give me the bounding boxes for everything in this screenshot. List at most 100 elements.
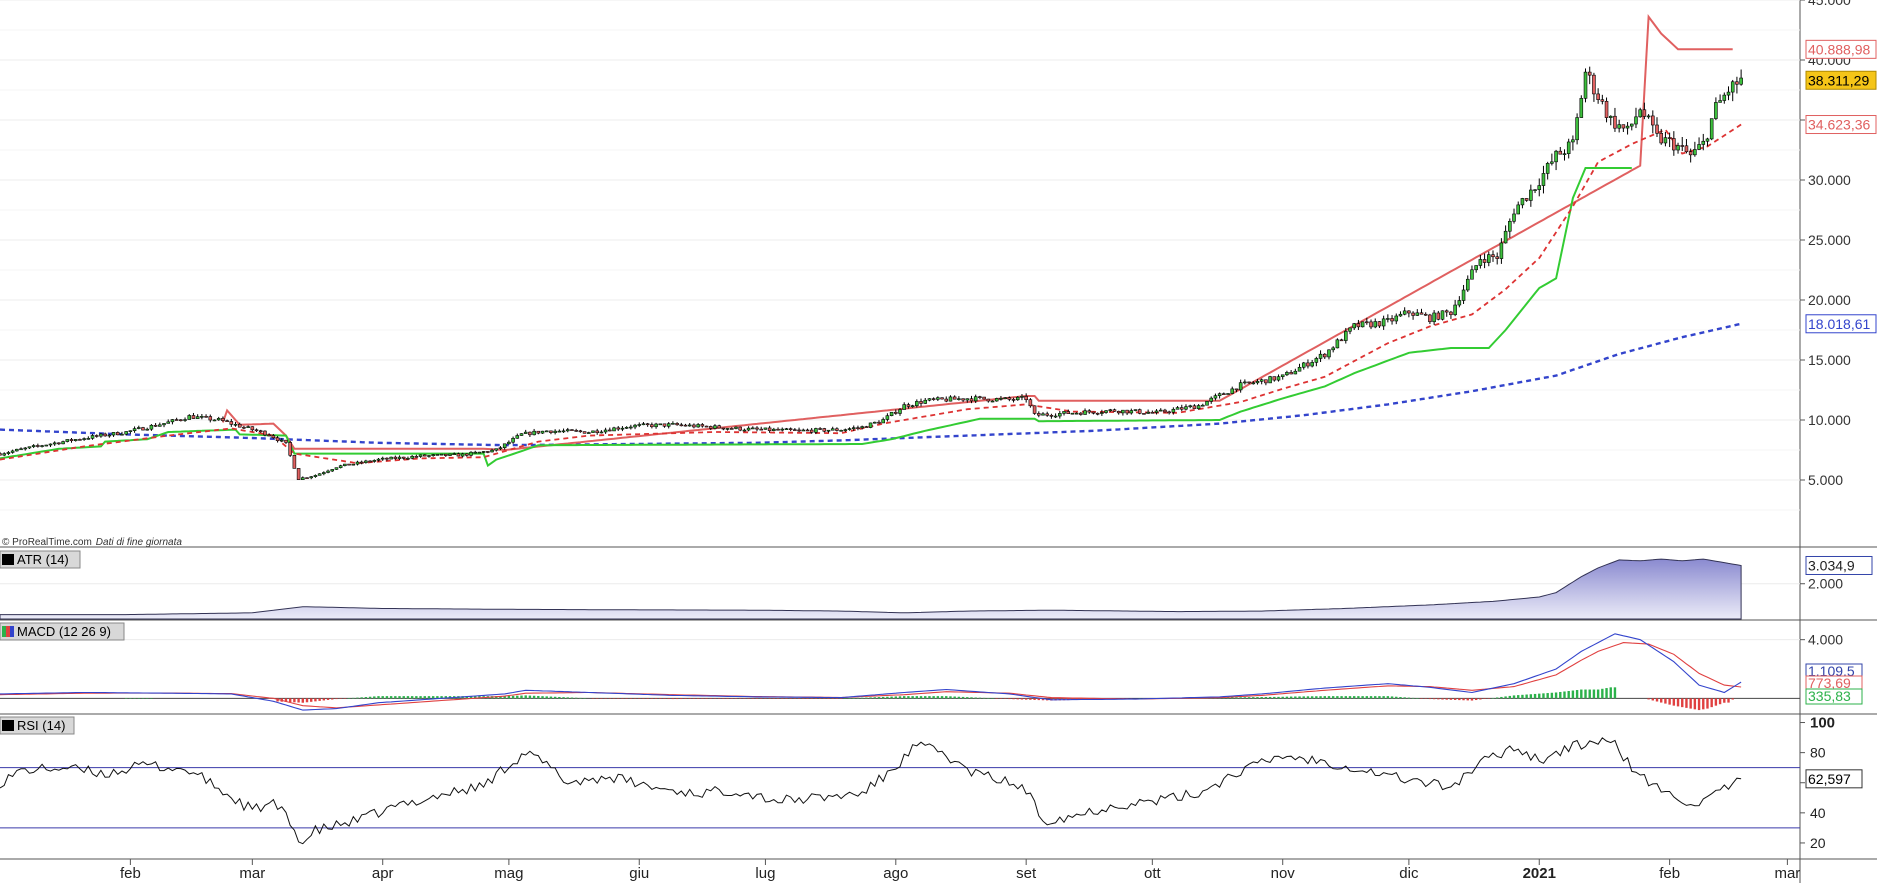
candle-down	[940, 397, 944, 400]
candle-up	[195, 416, 200, 419]
candle-up	[1154, 410, 1159, 413]
macd-histogram-bar	[991, 698, 994, 699]
macd-histogram-bar	[1681, 698, 1684, 708]
candle-up	[90, 435, 95, 439]
candle-up	[10, 450, 15, 453]
candle-down	[818, 428, 822, 430]
candle-down	[1604, 100, 1609, 118]
candle-up	[868, 422, 873, 428]
macd-histogram-bar	[621, 698, 624, 699]
macd-histogram-bar	[444, 696, 447, 699]
candle-up	[99, 433, 103, 437]
candle-up	[603, 429, 608, 433]
macd-histogram-bar	[1361, 696, 1364, 699]
candle-up	[498, 447, 503, 450]
macd-histogram-bar	[654, 698, 658, 699]
macd-histogram-bar	[1327, 696, 1331, 699]
macd-swatch-signal	[6, 626, 10, 637]
candle-up	[1608, 115, 1613, 118]
candle-up	[1634, 116, 1638, 125]
candle-down	[103, 433, 107, 437]
candle-up	[1432, 312, 1436, 323]
candle-down	[1377, 321, 1382, 327]
atr-value-box	[1805, 555, 1873, 575]
candle-down	[906, 404, 911, 407]
macd-histogram-bar	[1727, 698, 1730, 703]
candle-down	[578, 430, 583, 433]
candle-up	[481, 451, 486, 453]
candle-down	[263, 430, 267, 436]
macd-histogram-bar	[583, 698, 586, 699]
candle-up	[1344, 330, 1348, 341]
candle-up	[936, 397, 940, 400]
macd-histogram-bar	[717, 698, 721, 699]
candle-up	[1503, 230, 1508, 244]
macd-histogram-bar	[1289, 696, 1293, 699]
macd-histogram-bar	[1357, 696, 1360, 699]
macd-histogram-bar	[726, 698, 729, 699]
macd-histogram-bar	[1693, 698, 1697, 710]
macd-histogram-bar	[924, 696, 927, 699]
candle-up	[1697, 144, 1701, 150]
macd-histogram-bar	[839, 698, 843, 699]
macd-histogram-bar	[646, 698, 649, 699]
candle-up	[1625, 125, 1630, 129]
candle-up	[725, 428, 730, 430]
candle-up	[1516, 204, 1520, 215]
candle-up	[830, 428, 835, 431]
candle-down	[1436, 312, 1441, 320]
candle-down	[570, 429, 574, 431]
candle-down	[368, 460, 372, 463]
macd-histogram-bar	[1256, 697, 1259, 699]
candle-down	[1680, 145, 1685, 147]
candle-up	[898, 409, 902, 414]
candle-up	[351, 463, 356, 466]
candle-up	[1575, 117, 1579, 141]
candle-down	[797, 429, 801, 432]
candle-up	[561, 430, 566, 433]
macd-histogram-bar	[1020, 698, 1024, 700]
candle-up	[1398, 313, 1403, 317]
macd-histogram-bar	[911, 696, 914, 699]
macd-histogram-bar	[1441, 698, 1444, 700]
macd-histogram-bar	[335, 698, 338, 700]
candle-down	[1621, 124, 1626, 129]
candle-down	[57, 442, 61, 445]
candle-down	[153, 424, 158, 427]
macd-histogram-bar	[978, 697, 982, 699]
macd-histogram-bar	[877, 697, 881, 699]
candle-down	[717, 425, 721, 429]
candle-up	[1062, 411, 1066, 414]
macd-histogram-bar	[827, 698, 830, 699]
candle-up	[1251, 382, 1256, 385]
macd-histogram-bar	[1003, 698, 1007, 699]
candle-up	[502, 443, 507, 449]
candle-up	[1718, 100, 1722, 103]
rsi-title-text: RSI (14)	[17, 718, 65, 733]
macd-histogram-bar	[1424, 698, 1427, 699]
candle-up	[343, 463, 347, 466]
candle-up	[1083, 410, 1087, 415]
candle-up	[780, 428, 785, 431]
macd-histogram-bar	[1432, 698, 1436, 700]
candle-down	[359, 461, 364, 464]
candle-up	[107, 434, 112, 437]
candle-up	[431, 454, 435, 456]
candle-down	[1222, 393, 1226, 395]
candle-down	[809, 429, 814, 433]
candle-up	[1579, 98, 1584, 118]
macd-histogram-bar	[579, 697, 582, 699]
macd-histogram-bar	[305, 698, 309, 703]
candle-down	[1365, 321, 1369, 324]
macd-histogram-bar	[1323, 696, 1326, 699]
candle-up	[473, 451, 478, 454]
candle-up	[923, 399, 928, 404]
macd-histogram-bar	[1584, 689, 1587, 699]
candle-down	[1180, 407, 1184, 410]
macd-histogram-bar	[713, 698, 717, 699]
candle-down	[1079, 412, 1083, 415]
candle-down	[465, 453, 469, 456]
candle-up	[145, 428, 149, 431]
candle-down	[208, 416, 213, 421]
macd-histogram-bar	[469, 696, 473, 699]
